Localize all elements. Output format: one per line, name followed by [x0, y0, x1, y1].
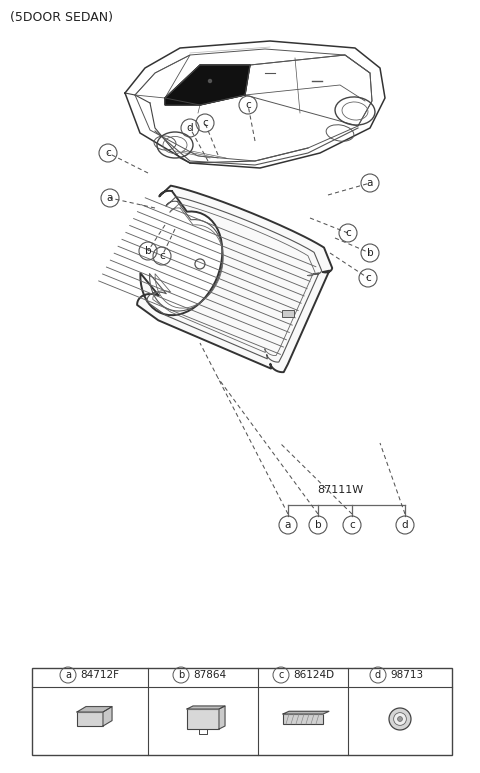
Bar [187, 709, 219, 729]
Text: b: b [367, 248, 373, 258]
Circle shape [394, 713, 407, 725]
Text: d: d [402, 520, 408, 530]
Bar [282, 310, 294, 317]
Text: 84712F: 84712F [80, 670, 119, 680]
Polygon shape [165, 65, 250, 105]
Text: a: a [367, 178, 373, 188]
Text: c: c [365, 273, 371, 283]
Text: b: b [315, 520, 321, 530]
Bar [32, 668, 452, 755]
Text: 86124D: 86124D [293, 670, 334, 680]
Text: c: c [202, 118, 208, 128]
Text: c: c [349, 520, 355, 530]
Text: 98713: 98713 [390, 670, 423, 680]
Text: c: c [345, 228, 351, 238]
Text: d: d [187, 123, 193, 133]
Text: a: a [65, 670, 71, 680]
Text: d: d [375, 670, 381, 680]
Text: b: b [144, 246, 151, 256]
Polygon shape [77, 707, 112, 712]
Text: a: a [107, 193, 113, 203]
Text: b: b [178, 670, 184, 680]
Text: a: a [285, 520, 291, 530]
Circle shape [397, 717, 402, 721]
Polygon shape [187, 706, 225, 709]
Circle shape [208, 80, 212, 83]
Circle shape [389, 708, 411, 730]
Polygon shape [137, 186, 332, 372]
Text: c: c [159, 251, 165, 261]
Text: 87864: 87864 [193, 670, 226, 680]
Bar [283, 714, 323, 724]
Polygon shape [103, 707, 112, 726]
Bar [77, 712, 103, 726]
Text: c: c [278, 670, 284, 680]
Text: c: c [245, 100, 251, 110]
Text: (5DOOR SEDAN): (5DOOR SEDAN) [10, 11, 113, 24]
Polygon shape [283, 711, 329, 714]
Text: 87111W: 87111W [317, 485, 363, 495]
Polygon shape [219, 706, 225, 729]
Text: c: c [105, 148, 111, 158]
